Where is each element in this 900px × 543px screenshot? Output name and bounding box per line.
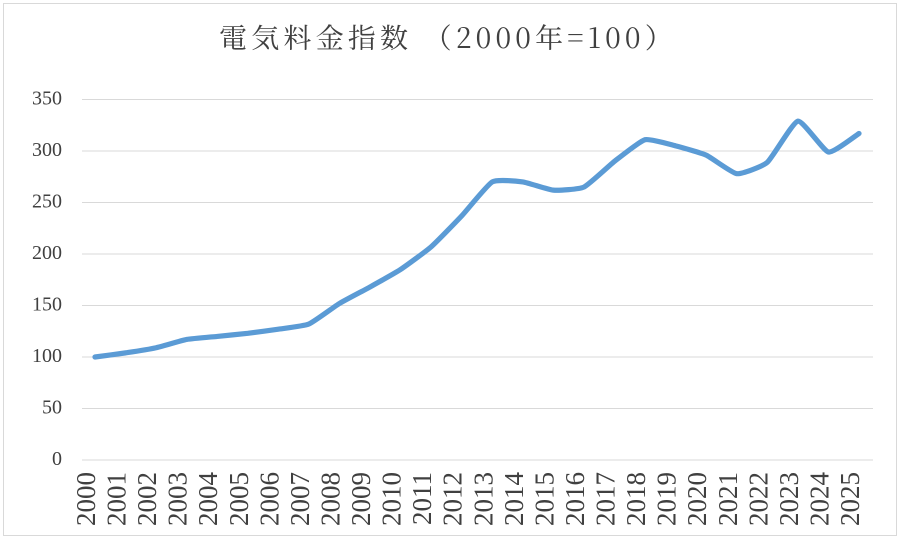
svg-text:2013: 2013 (468, 472, 498, 526)
svg-text:2018: 2018 (621, 472, 651, 526)
svg-text:350: 350 (32, 88, 62, 110)
svg-text:250: 250 (32, 191, 62, 213)
svg-text:2006: 2006 (254, 472, 284, 526)
svg-text:2017: 2017 (591, 472, 621, 526)
svg-text:2010: 2010 (377, 472, 407, 526)
svg-text:2023: 2023 (774, 472, 804, 526)
svg-text:2014: 2014 (499, 472, 529, 527)
svg-text:2016: 2016 (560, 472, 590, 526)
svg-text:2012: 2012 (438, 472, 468, 526)
svg-text:2019: 2019 (652, 472, 682, 526)
svg-text:2000: 2000 (71, 472, 101, 526)
svg-text:2015: 2015 (529, 472, 559, 526)
svg-text:2002: 2002 (132, 472, 162, 526)
svg-text:2025: 2025 (835, 472, 865, 526)
svg-text:2007: 2007 (285, 472, 315, 526)
svg-text:50: 50 (42, 397, 62, 419)
svg-text:2020: 2020 (682, 472, 712, 526)
svg-text:2024: 2024 (804, 472, 834, 527)
svg-text:2022: 2022 (743, 472, 773, 526)
svg-text:150: 150 (32, 294, 62, 316)
svg-text:2008: 2008 (316, 472, 346, 526)
svg-text:100: 100 (32, 345, 62, 367)
svg-text:2003: 2003 (163, 472, 193, 526)
svg-text:2021: 2021 (713, 472, 743, 526)
svg-text:2004: 2004 (193, 472, 223, 527)
svg-text:0: 0 (52, 448, 62, 470)
svg-text:2005: 2005 (224, 472, 254, 526)
svg-text:2009: 2009 (346, 472, 376, 526)
svg-text:200: 200 (32, 242, 62, 264)
svg-text:2011: 2011 (407, 472, 437, 525)
svg-text:2001: 2001 (102, 472, 132, 526)
svg-text:300: 300 (32, 139, 62, 161)
